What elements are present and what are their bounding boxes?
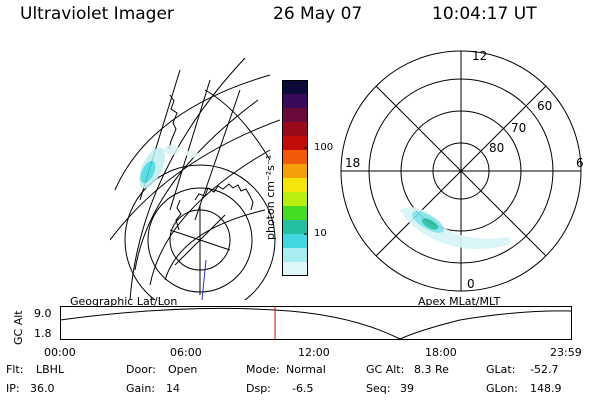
polar-label-0: 0 xyxy=(467,277,475,291)
info-seq-label: Seq: xyxy=(366,382,391,395)
colorbar-band xyxy=(282,206,308,221)
colorbar-band xyxy=(282,122,308,137)
info-glat-label: GLat: xyxy=(486,363,516,376)
info-mode-label: Mode: xyxy=(246,363,280,376)
polar-label-60: 60 xyxy=(537,99,553,113)
x-tick-18-00: 18:00 xyxy=(425,346,457,359)
y-tick-9: 9.0 xyxy=(34,307,52,320)
info-glon-value: 148.9 xyxy=(530,382,562,395)
colorbar-band xyxy=(282,164,308,179)
polar-mlat-mlt-plot xyxy=(340,50,582,292)
colorbar-band xyxy=(282,150,308,165)
info-gcalt-label: GC Alt: xyxy=(366,363,405,376)
colorbar-tick-100: 100 xyxy=(314,142,334,153)
info-seq-value: 39 xyxy=(400,382,414,395)
date-label: 26 May 07 xyxy=(273,4,363,24)
info-glat-value: -52.7 xyxy=(530,363,559,376)
info-gain-value: 14 xyxy=(166,382,180,395)
info-flt-label: Flt: xyxy=(6,363,24,376)
colorbar-band xyxy=(282,108,308,123)
polar-label-6: 6 xyxy=(576,156,584,170)
info-gcalt-value: 8.3 Re xyxy=(414,363,449,376)
y-tick-1-8: 1.8 xyxy=(34,327,52,340)
apex-header: Apex MLat/MLT xyxy=(418,295,501,308)
intensity-colorbar xyxy=(282,80,308,276)
polar-label-18: 18 xyxy=(345,156,361,170)
gc-alt-axis-label: GC Alt xyxy=(12,310,25,345)
x-tick-23-59: 23:59 xyxy=(550,346,582,359)
info-gain-label: Gain: xyxy=(126,382,155,395)
colorbar-band xyxy=(282,178,308,193)
imager-title: Ultraviolet Imager xyxy=(20,4,174,24)
colorbar-unit-label: photon cm⁻²s⁻¹ xyxy=(264,154,277,240)
polar-label-12: 12 xyxy=(472,49,488,63)
info-glon-label: GLon: xyxy=(486,382,518,395)
info-door-label: Door: xyxy=(126,363,156,376)
colorbar-band xyxy=(282,220,308,235)
info-flt-value: LBHL xyxy=(36,363,65,376)
colorbar-band xyxy=(282,248,308,263)
x-tick-00-00: 00:00 xyxy=(44,346,76,359)
info-dsp-label: Dsp: xyxy=(246,382,271,395)
colorbar-band xyxy=(282,262,308,276)
geographic-image-panel xyxy=(110,57,280,300)
time-label: 10:04:17 UT xyxy=(432,4,537,24)
colorbar-band xyxy=(282,192,308,207)
colorbar-band xyxy=(282,80,308,95)
info-door-value: Open xyxy=(168,363,198,376)
altitude-timeline-plot xyxy=(60,306,572,340)
x-tick-12-00: 12:00 xyxy=(298,346,330,359)
info-ip-value: 36.0 xyxy=(30,382,55,395)
x-tick-06-00: 06:00 xyxy=(170,346,202,359)
polar-label-70: 70 xyxy=(511,121,527,135)
colorbar-tick-10: 10 xyxy=(314,228,327,239)
polar-label-80: 80 xyxy=(489,141,505,155)
geographic-header: Geographic Lat/Lon xyxy=(70,295,178,308)
colorbar-band xyxy=(282,94,308,109)
info-mode-value: Normal xyxy=(286,363,326,376)
colorbar-band xyxy=(282,234,308,249)
info-dsp-value: -6.5 xyxy=(292,382,314,395)
info-ip-label: IP: xyxy=(6,382,20,395)
colorbar-band xyxy=(282,136,308,151)
